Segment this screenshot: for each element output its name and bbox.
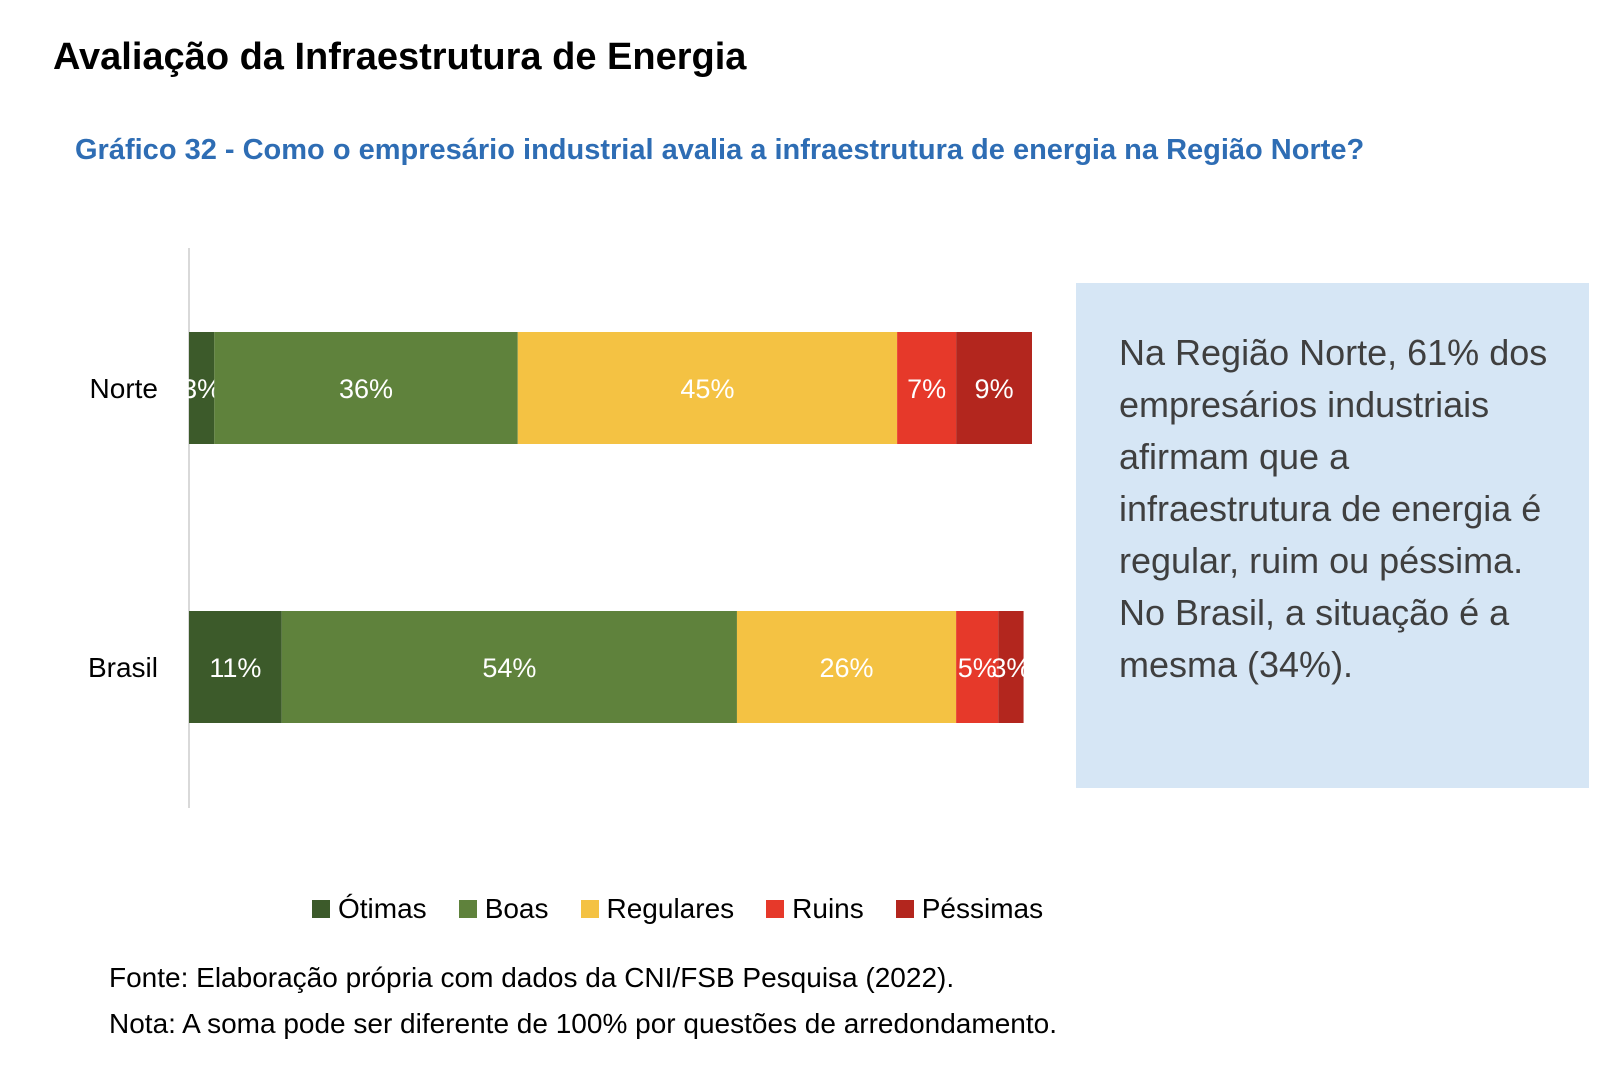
bar-norte-boas xyxy=(214,332,518,444)
category-label-norte: Norte xyxy=(90,373,158,404)
chart-title: Gráfico 32 - Como o empresário industria… xyxy=(75,134,1365,166)
source-note: Fonte: Elaboração própria com dados da C… xyxy=(109,962,955,993)
legend-item-otimas: Ótimas xyxy=(312,893,427,925)
stacked-bar-chart: Norte 3% 36% 45% 7% 9%Brasil 11% 54% 26% 5%3% xyxy=(88,248,1032,808)
legend-swatch-pessimas xyxy=(895,900,914,918)
bar-brasil-boas xyxy=(281,611,737,723)
callout-text: Na Região Norte, 61% dos empresários ind… xyxy=(1119,332,1548,685)
legend-swatch-otimas xyxy=(312,900,330,918)
legend-item-regulares: Regulares xyxy=(580,893,735,925)
data-label-norte-ruins: 7% xyxy=(907,374,946,404)
bar-norte-pessimas xyxy=(956,332,1032,444)
data-label-brasil-otimas: 11% xyxy=(209,653,261,683)
legend-label-otimas: Ótimas xyxy=(338,893,427,924)
legend-swatch-boas xyxy=(458,900,477,918)
bar-norte-regulares xyxy=(517,332,898,444)
bar-norte-otimas xyxy=(189,332,215,444)
legend-label-regulares: Regulares xyxy=(606,893,735,924)
bar-brasil-ruins xyxy=(956,611,999,723)
bar-brasil-otimas xyxy=(189,611,282,723)
chart-legend: Ótimas Boas Regulares Ruins Péssimas xyxy=(312,893,1075,925)
data-label-brasil-boas: 54% xyxy=(482,653,536,683)
bar-brasil-regulares xyxy=(736,611,957,723)
legend-label-pessimas: Péssimas xyxy=(921,893,1044,924)
legend-item-boas: Boas xyxy=(458,893,549,925)
rounding-note: Nota: A soma pode ser diferente de 100% … xyxy=(109,1008,1057,1039)
legend-item-pessimas: Péssimas xyxy=(895,893,1044,925)
data-label-norte-pessimas: 9% xyxy=(975,374,1014,404)
bar-norte-ruins xyxy=(897,332,957,444)
category-label-brasil: Brasil xyxy=(88,652,158,683)
data-label-norte-boas: 36% xyxy=(339,374,393,404)
data-label-brasil-pessimas: 3% xyxy=(991,653,1030,683)
legend-swatch-regulares xyxy=(580,900,599,918)
data-label-brasil-regulares: 26% xyxy=(820,653,874,683)
legend-swatch-ruins xyxy=(766,900,785,918)
legend-label-boas: Boas xyxy=(484,893,549,924)
legend-item-ruins: Ruins xyxy=(766,893,864,925)
data-label-brasil-ruins: 5% xyxy=(958,653,997,683)
bar-brasil-pessimas xyxy=(998,611,1024,723)
data-label-norte-regulares: 45% xyxy=(680,374,734,404)
callout-box: Na Região Norte, 61% dos empresários ind… xyxy=(1076,283,1589,788)
page-title: Avaliação da Infraestrutura de Energia xyxy=(53,36,747,78)
legend-label-ruins: Ruins xyxy=(792,893,864,924)
